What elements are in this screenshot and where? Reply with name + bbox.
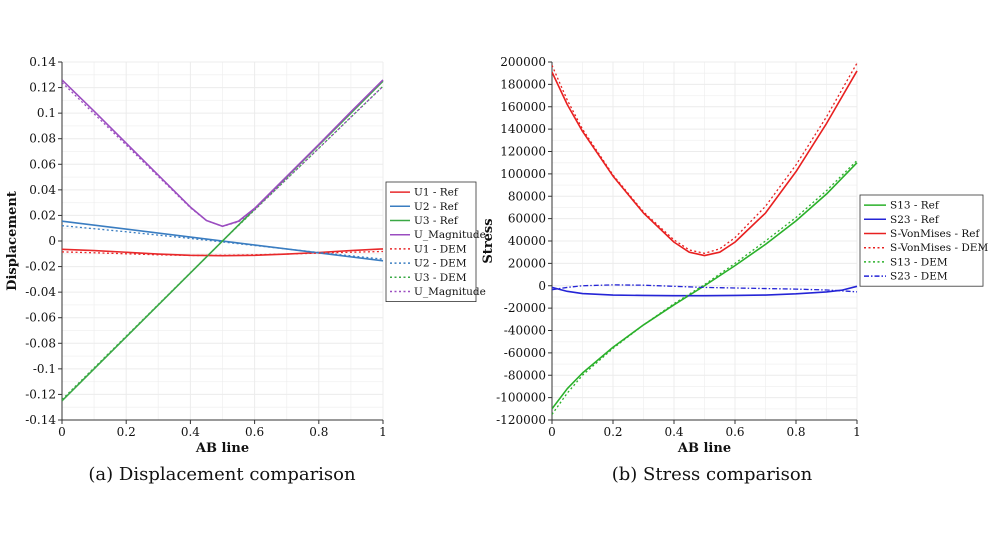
figure-caption: (a) Displacement comparison (88, 464, 356, 485)
y-tick-label: 0 (48, 234, 56, 248)
y-tick-label: -0.08 (25, 336, 56, 350)
series-line-1 (552, 285, 858, 297)
x-tick-label: 0.8 (309, 425, 328, 439)
y-tick-label: 40000 (508, 234, 546, 248)
y-tick-label: -80000 (504, 368, 546, 382)
series-group (552, 62, 858, 415)
y-tick-label: 100000 (500, 167, 546, 181)
y-tick-label: -20000 (504, 301, 546, 315)
y-tick-label: 60000 (508, 212, 546, 226)
legend-entry: U3 - Ref (414, 215, 459, 227)
series-line-4 (552, 159, 858, 415)
y-tick-label: 180000 (500, 77, 546, 91)
y-tick-label: 0 (538, 279, 546, 293)
y-tick-label: -40000 (504, 324, 546, 338)
y-tick-label: 120000 (500, 145, 546, 159)
y-tick-label: 0.04 (29, 183, 56, 197)
series-group (62, 79, 384, 402)
x-axis-label: AB line (677, 441, 731, 456)
legend-box (859, 194, 984, 287)
legend: S13 - Ref S23 - Ref S-VonMises - Ref S-VonM… (859, 194, 988, 287)
x-tick-label: 0.2 (603, 425, 622, 439)
x-tick-label: 0.4 (664, 425, 683, 439)
y-tick-label: -0.02 (25, 260, 56, 274)
x-tick-label: 0.4 (181, 425, 200, 439)
x-tick-label: 0 (58, 425, 66, 439)
x-tick-label: 0 (548, 425, 556, 439)
y-tick-label: 0.02 (29, 208, 56, 222)
x-tick-label: 1 (379, 425, 387, 439)
legend: U1 - Ref U2 - Ref U3 - Ref U_Magnitude U1 - … (385, 181, 486, 302)
legend-entry: U_Magnitude (414, 229, 486, 241)
stress-chart: -120000 -100000 -80000 -60000 -40000 -20000 0 2… (481, 55, 988, 485)
legend-entry: U3 - DEM (414, 272, 467, 284)
legend-entry: U_Magnitude (414, 286, 486, 298)
y-tick-label: 0.14 (29, 55, 56, 69)
legend-box (385, 181, 477, 302)
y-tick-label: 200000 (500, 55, 546, 69)
x-tick-label: 1 (853, 425, 861, 439)
y-tick-label: -0.04 (25, 285, 56, 299)
y-tick-label: -0.14 (25, 413, 56, 427)
y-tick-label: -100000 (496, 391, 546, 405)
legend-entry: S13 - DEM (890, 256, 948, 268)
y-axis-label: Stress (481, 218, 496, 263)
series-line-2 (552, 70, 858, 257)
y-axis-label: Displacement (5, 191, 20, 291)
y-tick-label: 80000 (508, 189, 546, 203)
y-tick-label: -0.1 (33, 362, 56, 376)
y-tick-label: 160000 (500, 100, 546, 114)
series-line-6 (62, 85, 384, 401)
legend-entry: S23 - DEM (890, 271, 948, 283)
displacement-chart: -0.14 -0.12 -0.1 -0.08 -0.06 -0.04 -0.02 0 0.02 0… (5, 55, 486, 485)
x-axis-label: AB line (195, 441, 249, 456)
legend-entry: S13 - Ref (890, 200, 940, 212)
x-tick-label: 0.2 (117, 425, 136, 439)
series-line-7 (62, 81, 384, 227)
y-tick-label: -0.12 (25, 387, 56, 401)
y-tick-label: -60000 (504, 346, 546, 360)
y-tick-label: -120000 (496, 413, 546, 427)
y-tick-label: -0.06 (25, 311, 56, 325)
y-tick-label: 0.06 (29, 157, 56, 171)
x-tick-label: 0.6 (725, 425, 744, 439)
y-tick-label: 0.12 (29, 81, 56, 95)
legend-entry: S-VonMises - Ref (890, 228, 981, 240)
y-tick-label: 0.1 (37, 106, 56, 120)
legend-entry: U2 - Ref (414, 201, 459, 213)
x-tick-label: 0.8 (786, 425, 805, 439)
figure-caption: (b) Stress comparison (612, 464, 813, 485)
y-tick-label: 140000 (500, 122, 546, 136)
y-tick-label: 20000 (508, 256, 546, 270)
series-line-0 (62, 248, 384, 257)
series-line-3 (552, 62, 858, 254)
legend-entry: U2 - DEM (414, 258, 467, 270)
legend-entry: S-VonMises - DEM (890, 242, 988, 254)
legend-entry: S23 - Ref (890, 214, 940, 226)
y-tick-label: 0.08 (29, 132, 56, 146)
legend-entry: U1 - DEM (414, 243, 467, 255)
legend-entry: U1 - Ref (414, 187, 459, 199)
x-tick-label: 0.6 (245, 425, 264, 439)
series-line-5 (552, 284, 858, 293)
